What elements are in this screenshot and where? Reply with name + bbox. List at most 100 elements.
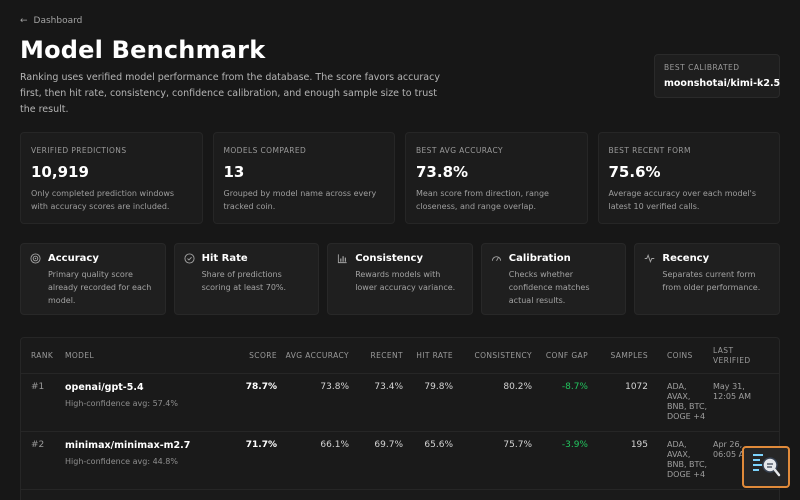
check-circle-icon bbox=[184, 253, 195, 264]
cell-hit-rate: 65.6% bbox=[424, 440, 453, 450]
cell-score: 78.7% bbox=[245, 382, 277, 392]
stat-value: 10,919 bbox=[31, 163, 89, 181]
criterion-title: Consistency bbox=[355, 253, 423, 264]
criterion-title: Hit Rate bbox=[201, 253, 248, 264]
model-subtext: High-confidence avg: 44.8% bbox=[65, 457, 178, 466]
breadcrumb[interactable]: ← Dashboard bbox=[20, 14, 780, 28]
header-hit-rate[interactable]: HIT RATE bbox=[416, 350, 453, 360]
activity-icon bbox=[644, 253, 655, 264]
header-coins[interactable]: COINS bbox=[667, 350, 693, 360]
best-calibrated-card: BEST CALIBRATED moonshotai/kimi-k2.5 bbox=[654, 54, 780, 98]
last-verified-time: 12:05 AM bbox=[713, 392, 751, 401]
criterion-title: Calibration bbox=[508, 253, 571, 264]
header-samples[interactable]: SAMPLES bbox=[610, 350, 648, 360]
cell-avg-accuracy: 66.1% bbox=[320, 440, 349, 450]
coins-line: BNB, BTC, bbox=[667, 460, 708, 469]
assistant-fab-button[interactable] bbox=[742, 446, 790, 488]
cell-conf-gap: -8.7% bbox=[561, 382, 588, 392]
cell-coins: ADA, AVAX, BNB, BTC, DOGE +4 bbox=[648, 382, 709, 431]
stat-value: 13 bbox=[223, 163, 245, 181]
header-consistency[interactable]: CONSISTENCY bbox=[474, 350, 532, 360]
target-icon bbox=[30, 253, 41, 264]
search-list-icon bbox=[751, 451, 781, 483]
stat-desc: Only completed prediction windows with a… bbox=[31, 189, 175, 211]
last-verified-time: 06:05 AM bbox=[713, 450, 751, 459]
stat-card-verified-predictions: VERIFIED PREDICTIONS 10,919 Only complet… bbox=[20, 132, 203, 224]
table-row[interactable]: #2 minimax/minimax-m2.7 High-confidence … bbox=[21, 432, 779, 490]
cell-samples: 1072 bbox=[625, 382, 648, 392]
cell-avg-accuracy: 73.8% bbox=[320, 382, 349, 392]
table-header: RANK MODEL SCORE AVG ACCURACY RECENT HIT… bbox=[21, 338, 779, 374]
best-calibrated-value: moonshotai/kimi-k2.5 bbox=[664, 78, 781, 89]
coins-line: BNB, BTC, bbox=[667, 402, 708, 411]
header-avg-accuracy[interactable]: AVG ACCURACY bbox=[285, 350, 349, 360]
cell-last-verified: Apr 26, 06:05 AM bbox=[709, 440, 769, 489]
cell-consistency: 75.7% bbox=[503, 440, 532, 450]
cell-samples: 195 bbox=[630, 440, 648, 450]
stat-label: VERIFIED PREDICTIONS bbox=[31, 146, 127, 155]
criteria-row: Accuracy Primary quality score already r… bbox=[20, 243, 780, 315]
bar-chart-icon bbox=[337, 253, 348, 264]
breadcrumb-dashboard-link[interactable]: Dashboard bbox=[33, 16, 83, 26]
stat-desc: Mean score from direction, range closene… bbox=[416, 189, 549, 211]
criterion-consistency: Consistency Rewards models with lower ac… bbox=[327, 243, 473, 315]
benchmark-table: RANK MODEL SCORE AVG ACCURACY RECENT HIT… bbox=[20, 337, 780, 500]
best-calibrated-label: BEST CALIBRATED bbox=[664, 63, 740, 72]
coins-line: ADA, bbox=[667, 440, 687, 449]
header-conf-gap[interactable]: CONF GAP bbox=[545, 350, 588, 360]
criterion-calibration: Calibration Checks whether confidence ma… bbox=[480, 243, 627, 315]
page-intro: Ranking uses verified model performance … bbox=[20, 72, 440, 115]
stat-label: BEST AVG ACCURACY bbox=[416, 146, 503, 155]
stat-card-best-recent-form: BEST RECENT FORM 75.6% Average accuracy … bbox=[597, 132, 780, 224]
model-name[interactable]: minimax/minimax-m2.7 bbox=[65, 440, 191, 451]
header-last-verified[interactable]: LAST VERIFIED bbox=[713, 345, 751, 365]
criterion-recency: Recency Separates current form from olde… bbox=[634, 243, 780, 315]
page-title: Model Benchmark bbox=[20, 36, 266, 64]
cell-model: minimax/minimax-m2.7 High-confidence avg… bbox=[65, 440, 225, 489]
stat-value: 73.8% bbox=[416, 163, 469, 181]
cell-model: openai/gpt-5.4 High-confidence avg: 57.4… bbox=[65, 382, 225, 431]
last-verified-date: May 31, bbox=[713, 382, 745, 391]
stats-row: VERIFIED PREDICTIONS 10,919 Only complet… bbox=[20, 132, 780, 224]
coins-line: DOGE +4 bbox=[667, 470, 706, 479]
header-score[interactable]: SCORE bbox=[249, 350, 277, 360]
stat-label: BEST RECENT FORM bbox=[608, 146, 691, 155]
stat-label: MODELS COMPARED bbox=[223, 146, 307, 155]
cell-recent: 73.4% bbox=[374, 382, 403, 392]
stat-desc: Average accuracy over each model's lates… bbox=[608, 189, 757, 211]
stat-card-models-compared: MODELS COMPARED 13 Grouped by model name… bbox=[212, 132, 395, 224]
model-name[interactable]: openai/gpt-5.4 bbox=[65, 382, 144, 393]
cell-recent: 69.7% bbox=[374, 440, 403, 450]
header-recent[interactable]: RECENT bbox=[370, 350, 403, 360]
criterion-hit-rate: Hit Rate Share of predictions scoring at… bbox=[173, 243, 320, 315]
cell-rank: #1 bbox=[31, 382, 45, 392]
coins-line: AVAX, bbox=[667, 392, 691, 401]
cell-hit-rate: 79.8% bbox=[424, 382, 453, 392]
criterion-desc: Separates current form from older perfor… bbox=[662, 270, 761, 292]
cell-score: 71.7% bbox=[245, 440, 277, 450]
arrow-left-icon: ← bbox=[20, 16, 28, 26]
last-verified-date: Apr 26, bbox=[713, 440, 743, 449]
cell-consistency: 80.2% bbox=[503, 382, 532, 392]
criterion-title: Recency bbox=[662, 253, 710, 264]
cell-rank: #2 bbox=[31, 440, 45, 450]
table-row[interactable]: #1 openai/gpt-5.4 High-confidence avg: 5… bbox=[21, 374, 779, 432]
gauge-icon bbox=[491, 253, 502, 264]
criterion-accuracy: Accuracy Primary quality score already r… bbox=[20, 243, 166, 315]
cell-conf-gap: -3.9% bbox=[561, 440, 588, 450]
cell-coins: ADA, AVAX, BNB, BTC, DOGE +4 bbox=[648, 440, 709, 489]
criterion-desc: Share of predictions scoring at least 70… bbox=[201, 270, 287, 292]
stat-value: 75.6% bbox=[608, 163, 661, 181]
cell-last-verified: May 31, 12:05 AM bbox=[709, 382, 769, 431]
coins-line: DOGE +4 bbox=[667, 412, 706, 421]
stat-desc: Grouped by model name across every track… bbox=[223, 189, 377, 211]
header-model[interactable]: MODEL bbox=[65, 350, 95, 360]
header-rank[interactable]: RANK bbox=[31, 350, 54, 360]
criterion-title: Accuracy bbox=[48, 253, 99, 264]
coins-line: ADA, bbox=[667, 382, 687, 391]
stat-card-best-avg-accuracy: BEST AVG ACCURACY 73.8% Mean score from … bbox=[405, 132, 588, 224]
coins-line: AVAX, bbox=[667, 450, 691, 459]
criterion-desc: Rewards models with lower accuracy varia… bbox=[355, 270, 456, 292]
criterion-desc: Primary quality score already recorded f… bbox=[48, 270, 152, 305]
